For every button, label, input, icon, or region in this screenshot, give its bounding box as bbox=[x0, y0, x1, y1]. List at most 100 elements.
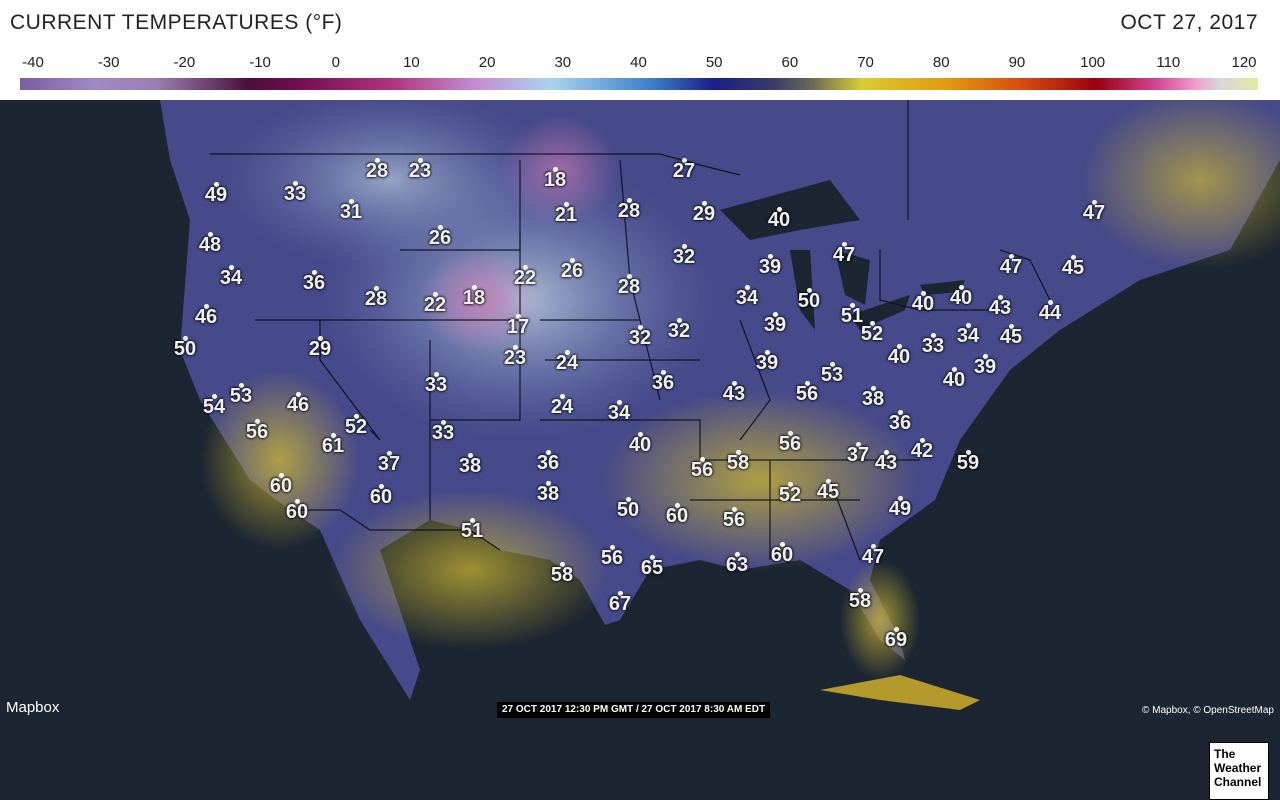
temperature-label[interactable]: 39 bbox=[755, 352, 779, 374]
temperature-label[interactable]: 52 bbox=[778, 484, 802, 506]
temperature-label[interactable]: 18 bbox=[462, 287, 486, 309]
temperature-label[interactable]: 60 bbox=[369, 486, 393, 508]
temperature-label[interactable]: 51 bbox=[840, 305, 864, 327]
temperature-label[interactable]: 22 bbox=[513, 267, 537, 289]
temperature-label[interactable]: 45 bbox=[1061, 257, 1085, 279]
temperature-label[interactable]: 50 bbox=[616, 499, 640, 521]
temperature-label[interactable]: 40 bbox=[767, 209, 791, 231]
temperature-label[interactable]: 26 bbox=[560, 260, 584, 282]
temperature-label[interactable]: 38 bbox=[861, 388, 885, 410]
temperature-label[interactable]: 63 bbox=[725, 554, 749, 576]
temperature-label[interactable]: 31 bbox=[339, 201, 363, 223]
temperature-label[interactable]: 27 bbox=[672, 160, 696, 182]
temperature-label[interactable]: 33 bbox=[431, 422, 455, 444]
temperature-label[interactable]: 47 bbox=[861, 546, 885, 568]
temperature-label[interactable]: 39 bbox=[973, 356, 997, 378]
temperature-label[interactable]: 44 bbox=[1038, 302, 1062, 324]
temperature-label[interactable]: 29 bbox=[692, 203, 716, 225]
temperature-label[interactable]: 28 bbox=[617, 276, 641, 298]
temperature-label[interactable]: 51 bbox=[460, 520, 484, 542]
temperature-label[interactable]: 36 bbox=[888, 412, 912, 434]
temperature-label[interactable]: 33 bbox=[283, 183, 307, 205]
temperature-label[interactable]: 60 bbox=[269, 475, 293, 497]
temperature-label[interactable]: 67 bbox=[608, 593, 632, 615]
temperature-label[interactable]: 47 bbox=[832, 244, 856, 266]
temperature-label[interactable]: 54 bbox=[202, 396, 226, 418]
temperature-label[interactable]: 32 bbox=[667, 320, 691, 342]
temperature-label[interactable]: 47 bbox=[1082, 202, 1106, 224]
temperature-label[interactable]: 56 bbox=[795, 383, 819, 405]
temperature-label[interactable]: 60 bbox=[285, 501, 309, 523]
temperature-label[interactable]: 58 bbox=[848, 590, 872, 612]
temperature-label[interactable]: 40 bbox=[911, 293, 935, 315]
temperature-label[interactable]: 34 bbox=[956, 325, 980, 347]
temperature-label[interactable]: 33 bbox=[921, 335, 945, 357]
temperature-label[interactable]: 26 bbox=[428, 227, 452, 249]
temperature-label[interactable]: 69 bbox=[884, 629, 908, 651]
temperature-label[interactable]: 48 bbox=[198, 234, 222, 256]
temperature-label[interactable]: 42 bbox=[910, 440, 934, 462]
temperature-label[interactable]: 39 bbox=[763, 314, 787, 336]
temperature-label[interactable]: 38 bbox=[458, 455, 482, 477]
temperature-label[interactable]: 45 bbox=[999, 326, 1023, 348]
temperature-label[interactable]: 59 bbox=[956, 452, 980, 474]
temperature-label[interactable]: 29 bbox=[308, 338, 332, 360]
temperature-label[interactable]: 53 bbox=[820, 364, 844, 386]
temperature-label[interactable]: 40 bbox=[949, 287, 973, 309]
temperature-label[interactable]: 39 bbox=[758, 256, 782, 278]
temperature-label[interactable]: 45 bbox=[816, 481, 840, 503]
temperature-label[interactable]: 22 bbox=[423, 294, 447, 316]
temperature-label[interactable]: 38 bbox=[536, 483, 560, 505]
temperature-label[interactable]: 34 bbox=[607, 402, 631, 424]
temperature-label[interactable]: 18 bbox=[543, 169, 567, 191]
temperature-label[interactable]: 43 bbox=[722, 383, 746, 405]
temperature-label[interactable]: 56 bbox=[600, 547, 624, 569]
temperature-label[interactable]: 52 bbox=[344, 416, 368, 438]
temperature-label[interactable]: 36 bbox=[651, 372, 675, 394]
temperature-label[interactable]: 56 bbox=[722, 509, 746, 531]
temperature-label[interactable]: 37 bbox=[377, 453, 401, 475]
temperature-label[interactable]: 49 bbox=[204, 184, 228, 206]
temperature-label[interactable]: 58 bbox=[550, 564, 574, 586]
temperature-label[interactable]: 60 bbox=[770, 544, 794, 566]
temperature-label[interactable]: 43 bbox=[988, 297, 1012, 319]
temperature-label[interactable]: 24 bbox=[550, 396, 574, 418]
temperature-label[interactable]: 50 bbox=[797, 290, 821, 312]
temperature-map[interactable]: 49 48 34 33 31 28 23 36 46 50 29 28 22 18 26 18 21 22 26 28… bbox=[0, 90, 1280, 800]
temperature-label[interactable]: 65 bbox=[640, 557, 664, 579]
temperature-label[interactable]: 60 bbox=[665, 505, 689, 527]
map-attribution[interactable]: © Mapbox, © OpenStreetMap bbox=[1141, 705, 1274, 716]
temperature-label[interactable]: 58 bbox=[726, 452, 750, 474]
temperature-label[interactable]: 36 bbox=[302, 272, 326, 294]
temperature-label[interactable]: 46 bbox=[194, 306, 218, 328]
temperature-label[interactable]: 23 bbox=[503, 347, 527, 369]
temperature-label[interactable]: 56 bbox=[690, 459, 714, 481]
temperature-label[interactable]: 43 bbox=[874, 452, 898, 474]
temperature-label[interactable]: 40 bbox=[942, 369, 966, 391]
temperature-label[interactable]: 49 bbox=[888, 498, 912, 520]
temperature-label[interactable]: 28 bbox=[617, 200, 641, 222]
temperature-label[interactable]: 61 bbox=[321, 435, 345, 457]
temperature-label[interactable]: 17 bbox=[506, 316, 530, 338]
temperature-label[interactable]: 33 bbox=[424, 374, 448, 396]
temperature-label[interactable]: 24 bbox=[555, 352, 579, 374]
temperature-label[interactable]: 56 bbox=[778, 433, 802, 455]
temperature-label[interactable]: 34 bbox=[735, 287, 759, 309]
temperature-label[interactable]: 56 bbox=[245, 421, 269, 443]
temperature-label[interactable]: 50 bbox=[173, 338, 197, 360]
temperature-label[interactable]: 40 bbox=[628, 434, 652, 456]
temperature-label[interactable]: 34 bbox=[219, 267, 243, 289]
temperature-label[interactable]: 21 bbox=[554, 204, 578, 226]
temperature-label[interactable]: 46 bbox=[286, 394, 310, 416]
temperature-label[interactable]: 36 bbox=[536, 452, 560, 474]
temperature-label[interactable]: 53 bbox=[229, 385, 253, 407]
temperature-label[interactable]: 28 bbox=[364, 288, 388, 310]
temperature-label[interactable]: 32 bbox=[672, 246, 696, 268]
temperature-label[interactable]: 47 bbox=[999, 256, 1023, 278]
temperature-label[interactable]: 32 bbox=[628, 327, 652, 349]
temperature-label[interactable]: 52 bbox=[860, 323, 884, 345]
mapbox-credit[interactable]: Mapbox bbox=[6, 699, 60, 716]
temperature-label[interactable]: 23 bbox=[408, 160, 432, 182]
temperature-label[interactable]: 37 bbox=[846, 444, 870, 466]
temperature-label[interactable]: 40 bbox=[887, 346, 911, 368]
